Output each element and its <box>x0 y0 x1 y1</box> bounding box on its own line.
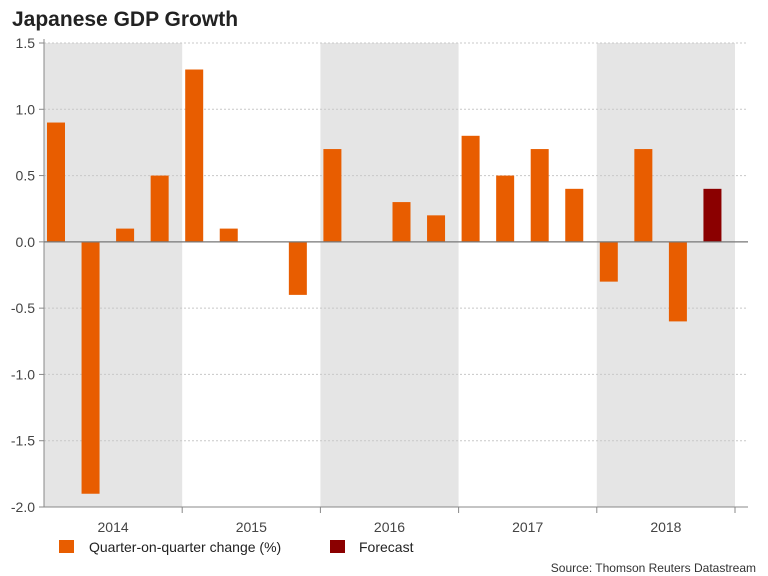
bar-qoq-14 <box>530 149 549 242</box>
year-bands <box>44 43 735 507</box>
bar-forecast-19 <box>703 188 722 242</box>
legend-label-qoq: Quarter-on-quarter change (%) <box>89 539 281 555</box>
y-tick-label: 1.0 <box>16 101 36 117</box>
x-tick-label: 2015 <box>236 519 267 535</box>
bar-qoq-1 <box>81 241 100 494</box>
y-tick-label: -1.5 <box>11 433 35 449</box>
y-tick-label: 0.0 <box>16 234 36 250</box>
bar-qoq-18 <box>668 241 687 322</box>
year-band-2016 <box>320 43 459 507</box>
y-tick-label: -0.5 <box>11 300 35 316</box>
bar-qoq-0 <box>47 122 65 242</box>
x-tick-label: 2016 <box>374 519 405 535</box>
y-tick-label: 1.5 <box>16 35 36 51</box>
bars <box>44 69 748 494</box>
y-tick-label: -2.0 <box>11 499 35 515</box>
bar-qoq-13 <box>496 175 515 242</box>
y-axis-ticks: 1.5 1.0 0.5 0.0 -0.5 -1.0 -1.5 -2.0 <box>11 35 45 515</box>
year-band-2014 <box>44 43 183 507</box>
bar-qoq-16 <box>599 241 618 282</box>
chart-title: Japanese GDP Growth <box>12 8 238 31</box>
bar-qoq-3 <box>150 175 169 242</box>
bar-qoq-17 <box>634 149 653 242</box>
bar-qoq-2 <box>116 228 135 242</box>
x-tick-label: 2014 <box>98 519 129 535</box>
x-tick-label: 2017 <box>512 519 543 535</box>
year-band-2018 <box>596 43 735 507</box>
legend-label-forecast: Forecast <box>359 539 414 555</box>
bar-qoq-15 <box>565 188 584 242</box>
bar-qoq-7 <box>288 241 307 295</box>
y-tick-label: 0.5 <box>16 168 36 184</box>
bar-qoq-5 <box>219 228 238 242</box>
bar-qoq-11 <box>427 215 446 242</box>
bar-qoq-8 <box>323 149 342 242</box>
legend: Quarter-on-quarter change (%) Forecast <box>59 539 414 555</box>
legend-swatch-qoq <box>59 540 74 553</box>
x-axis: 2014 2015 2016 2017 2018 <box>44 506 748 535</box>
legend-swatch-forecast <box>330 540 345 553</box>
source-note: Source: Thomson Reuters Datastream <box>551 561 756 575</box>
bar-qoq-12 <box>461 135 480 242</box>
x-tick-label: 2018 <box>650 519 681 535</box>
bar-qoq-4 <box>185 69 204 242</box>
bar-qoq-10 <box>392 202 411 242</box>
y-tick-label: -1.0 <box>11 366 35 382</box>
